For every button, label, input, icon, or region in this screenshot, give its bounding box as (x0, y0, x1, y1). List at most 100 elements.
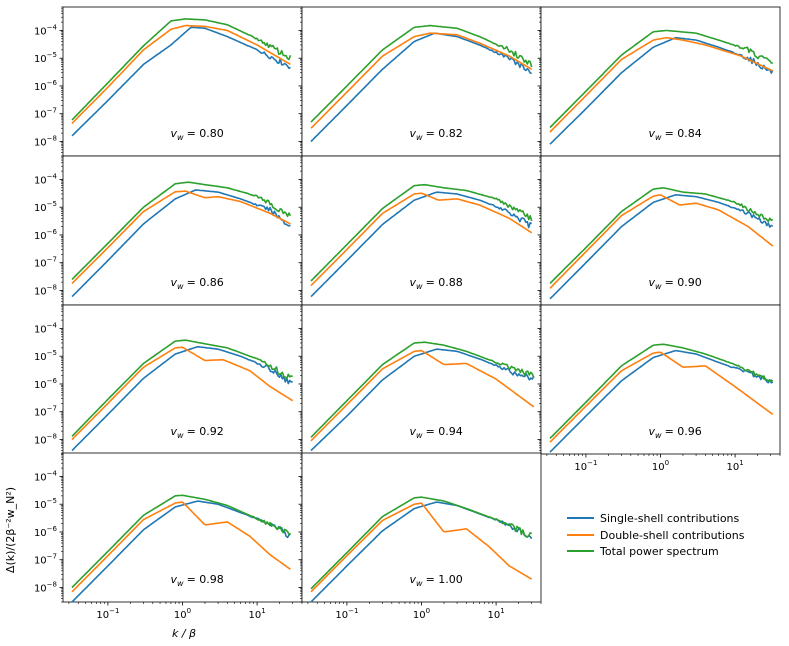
vw-symbol: v (410, 425, 417, 438)
panel-frame (301, 304, 542, 455)
vw-symbol: v (649, 276, 656, 289)
panel-6: 10−810−710−610−510−4vw = 0.92 (34, 304, 303, 455)
series-total-line (549, 187, 774, 284)
series-total-line (549, 343, 774, 439)
series-double-line (549, 37, 774, 133)
y-tick-label-base-4: 10 (34, 175, 47, 186)
panel-frame (62, 6, 303, 157)
series-double-line (310, 192, 533, 287)
vw-value: = 0.94 (426, 425, 463, 438)
y-tick-label-exp-1: −7 (47, 256, 57, 264)
vw-label: vw = 0.92 (171, 425, 224, 440)
y-tick-label-1: 10−7 (34, 553, 57, 567)
vw-label: vw = 0.88 (410, 276, 463, 291)
x-tick-label-exp-1: 0 (665, 459, 669, 467)
y-tick-label-2: 10−6 (34, 377, 58, 391)
x-tick-label-0: 10−1 (335, 607, 358, 621)
vw-subscript: w (177, 579, 184, 588)
vw-value: = 0.80 (187, 127, 224, 140)
y-tick-label-exp-2: −6 (47, 377, 58, 385)
series-total-line (71, 494, 291, 589)
y-tick-label-4: 10−4 (34, 23, 58, 37)
y-tick-label-exp-3: −5 (47, 200, 57, 208)
panel-5: vw = 0.90 (537, 155, 781, 306)
vw-symbol: v (171, 276, 178, 289)
panel-frame (540, 6, 781, 157)
panel-frame (301, 155, 542, 306)
panel-frame (540, 304, 781, 455)
y-tick-label-exp-2: −6 (47, 228, 58, 236)
x-tick-label-base-0: 10 (574, 462, 587, 473)
vw-symbol: v (410, 573, 417, 586)
y-tick-label-3: 10−5 (34, 497, 57, 511)
x-tick-label-0: 10−1 (96, 607, 119, 621)
panels-layer: 10−810−710−610−510−4vw = 0.80 vw = 0.82 vw = … (34, 6, 781, 621)
y-tick-label-base-3: 10 (34, 352, 47, 363)
x-tick-label-base-2: 10 (726, 462, 739, 473)
y-tick-label-exp-4: −4 (47, 321, 58, 329)
y-tick-label-base-1: 10 (34, 259, 47, 270)
series-single-line (310, 32, 532, 143)
y-tick-label-0: 10−8 (34, 432, 57, 446)
series-single-line (549, 194, 774, 300)
vw-symbol: v (649, 425, 656, 438)
series-single-line (310, 191, 533, 298)
y-tick-label-base-1: 10 (34, 556, 47, 567)
series-total-line (310, 496, 533, 590)
y-tick-label-base-3: 10 (34, 203, 47, 214)
y-tick-label-exp-3: −5 (47, 497, 57, 505)
x-tick-label-base-0: 10 (96, 610, 109, 621)
panel-1: vw = 0.82 (298, 6, 542, 157)
x-tick-label-exp-1: 0 (426, 607, 430, 615)
y-tick-label-base-4: 10 (34, 324, 47, 335)
y-tick-label-base-3: 10 (34, 54, 47, 65)
x-tick-label-base-1: 10 (413, 610, 426, 621)
vw-subscript: w (416, 579, 423, 588)
y-tick-label-exp-4: −4 (47, 23, 58, 31)
vw-subscript: w (177, 282, 184, 291)
panel-4: vw = 0.88 (298, 155, 542, 306)
vw-label: vw = 0.84 (649, 127, 702, 142)
y-tick-label-1: 10−7 (34, 256, 57, 270)
y-tick-label-exp-0: −8 (47, 134, 57, 142)
x-tick-label-0: 10−1 (574, 459, 597, 473)
vw-value: = 1.00 (426, 573, 463, 586)
panel-2: vw = 0.84 (537, 6, 781, 157)
vw-subscript: w (655, 282, 662, 291)
y-tick-label-base-2: 10 (34, 231, 47, 242)
y-tick-label-base-2: 10 (34, 82, 47, 93)
series-single-line (71, 189, 291, 298)
legend-label-single: Single-shell contributions (600, 512, 740, 525)
series-single-line (71, 346, 293, 452)
vw-label: vw = 0.86 (171, 276, 224, 291)
vw-label: vw = 0.90 (649, 276, 702, 291)
y-tick-label-2: 10−6 (34, 228, 58, 242)
vw-label: vw = 0.94 (410, 425, 463, 440)
y-tick-label-base-1: 10 (34, 110, 47, 121)
vw-symbol: v (171, 425, 178, 438)
series-total-line (549, 29, 773, 129)
y-tick-label-base-4: 10 (34, 472, 47, 483)
legend-label-double: Double-shell contributions (600, 529, 745, 542)
y-tick-label-1: 10−7 (34, 107, 57, 121)
y-tick-label-exp-1: −7 (47, 405, 57, 413)
series-total-line (71, 18, 292, 121)
y-tick-label-exp-1: −7 (47, 107, 57, 115)
y-tick-label-exp-0: −8 (47, 283, 57, 291)
series-double-line (310, 502, 533, 593)
vw-value: = 0.90 (665, 276, 702, 289)
y-axis-label: Δ(k)/(2β⁻²w_N²) (4, 487, 17, 573)
series-double-line (71, 346, 294, 441)
y-tick-label-exp-0: −8 (47, 432, 57, 440)
panel-3: 10−810−710−610−510−4vw = 0.86 (34, 155, 303, 306)
y-tick-label-exp-1: −7 (47, 553, 57, 561)
vw-value: = 0.98 (187, 573, 224, 586)
y-tick-label-base-4: 10 (34, 26, 47, 37)
y-tick-label-base-0: 10 (34, 137, 47, 148)
vw-symbol: v (171, 573, 178, 586)
vw-symbol: v (410, 276, 417, 289)
y-tick-label-2: 10−6 (34, 79, 58, 93)
y-tick-label-3: 10−5 (34, 200, 57, 214)
